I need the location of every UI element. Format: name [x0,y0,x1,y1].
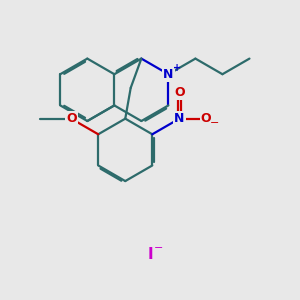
Text: O: O [174,85,184,99]
Text: N: N [163,68,174,81]
Text: −: − [154,243,164,253]
Text: O: O [200,112,211,125]
Text: −: − [210,118,220,128]
Text: +: + [172,63,181,73]
Text: O: O [66,112,76,125]
Text: N: N [174,112,184,125]
Text: I: I [147,247,153,262]
